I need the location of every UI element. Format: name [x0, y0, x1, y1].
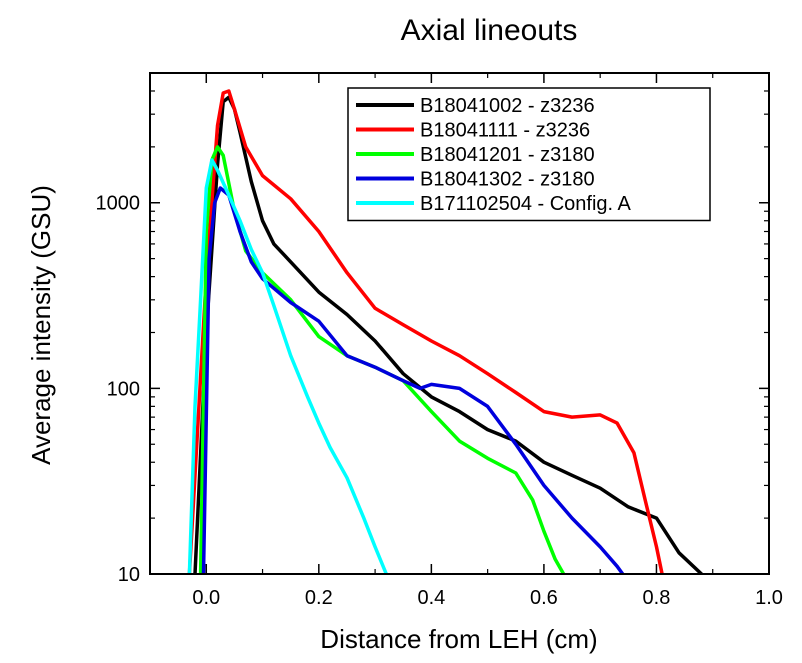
legend-entry: B18041201 - z3180	[420, 144, 595, 166]
legend-entry: B171102504 - Config. A	[420, 193, 632, 215]
x-tick-label: 0.8	[643, 587, 671, 609]
x-tick-label: 0.0	[192, 587, 220, 609]
x-tick-label: 0.4	[417, 587, 445, 609]
y-tick-label: 10	[118, 564, 140, 586]
plot-frame	[149, 72, 770, 575]
legend-entry: B18041002 - z3236	[420, 95, 595, 117]
y-tick-label: 1000	[96, 193, 141, 215]
series-line-2	[187, 89, 664, 574]
axis-ticks: 0.0 0.2 0.4 0.6 0.8 1.0 10 100 1000	[96, 72, 783, 609]
y-tick-label: 100	[107, 378, 140, 400]
y-axis-label: Average intensity (GSU)	[26, 185, 56, 465]
legend-entry: B18041111 - z3236	[420, 120, 590, 142]
x-tick-label: 0.6	[530, 587, 558, 609]
x-tick-label: 0.2	[305, 587, 333, 609]
x-axis-label: Distance from LEH (cm)	[320, 624, 597, 654]
x-tick-label: 1.0	[755, 587, 783, 609]
series-line-5	[187, 158, 389, 574]
plot-area	[187, 89, 704, 574]
chart-title: Axial lineouts	[401, 14, 578, 47]
legend-entry: B18041302 - z3180	[420, 169, 595, 191]
